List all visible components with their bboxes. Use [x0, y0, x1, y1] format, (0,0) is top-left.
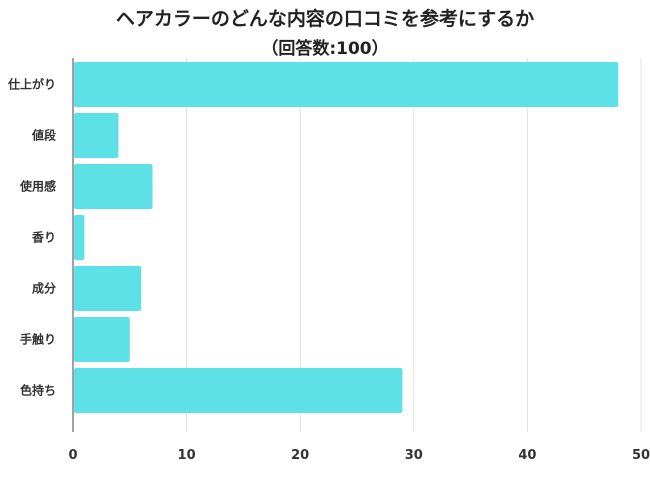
chart-subtitle: （回答数:100）: [261, 38, 388, 59]
x-tick-label-20: 20: [291, 448, 309, 463]
bar-2: [74, 164, 153, 209]
x-tick-label-0: 0: [68, 448, 77, 463]
x-tick-labels: 0 10 20 30 40 50: [68, 448, 650, 463]
category-label-4: 成分: [32, 281, 56, 296]
bars: [74, 62, 619, 413]
bar-5: [74, 317, 130, 362]
category-label-5: 手触り: [20, 332, 56, 347]
bar-3: [74, 215, 85, 260]
gridlines: [72, 58, 642, 432]
bar-0: [74, 62, 619, 107]
chart-title: ヘアカラーのどんな内容の口コミを参考にするか: [116, 7, 534, 30]
category-label-0: 仕上がり: [7, 77, 56, 92]
category-label-2: 使用感: [19, 179, 56, 194]
x-tick-label-30: 30: [405, 448, 423, 463]
bar-1: [74, 113, 119, 158]
x-tick-label-50: 50: [632, 448, 650, 463]
x-tick-label-40: 40: [518, 448, 536, 463]
category-label-6: 色持ち: [20, 383, 56, 398]
category-label-3: 香り: [31, 230, 56, 245]
category-label-1: 値段: [31, 128, 57, 143]
bar-4: [74, 266, 142, 311]
x-tick-label-10: 10: [178, 448, 196, 463]
bar-6: [74, 368, 403, 413]
